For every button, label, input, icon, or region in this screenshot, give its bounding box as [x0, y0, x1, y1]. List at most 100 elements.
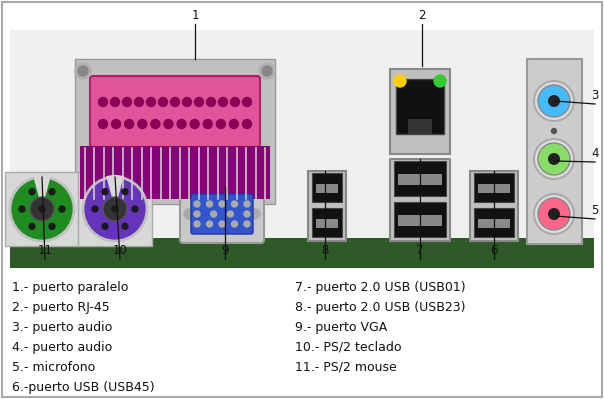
Circle shape: [219, 221, 225, 227]
Text: 4: 4: [591, 147, 599, 160]
FancyBboxPatch shape: [191, 194, 253, 234]
Circle shape: [538, 143, 570, 175]
Circle shape: [194, 221, 200, 227]
Circle shape: [29, 189, 35, 195]
Wedge shape: [33, 175, 51, 209]
Circle shape: [49, 189, 55, 195]
Bar: [10, 238, 594, 268]
Circle shape: [124, 119, 133, 128]
Text: 4.- puerto audio: 4.- puerto audio: [12, 341, 112, 354]
Bar: [398, 215, 442, 226]
Circle shape: [135, 97, 144, 107]
Text: 7.- puerto 2.0 USB (USB01): 7.- puerto 2.0 USB (USB01): [295, 281, 466, 294]
Circle shape: [207, 97, 216, 107]
Circle shape: [230, 119, 239, 128]
Bar: [478, 219, 510, 228]
Circle shape: [203, 119, 212, 128]
Circle shape: [394, 75, 406, 87]
Text: 9.- puerto VGA: 9.- puerto VGA: [295, 321, 387, 334]
Text: 1: 1: [191, 9, 199, 22]
Text: 2: 2: [418, 9, 426, 22]
Circle shape: [207, 221, 213, 227]
Circle shape: [262, 66, 272, 76]
Circle shape: [122, 189, 128, 195]
Text: 8.- puerto 2.0 USB (USB23): 8.- puerto 2.0 USB (USB23): [295, 301, 466, 314]
Bar: [394, 202, 446, 237]
Circle shape: [207, 201, 213, 207]
Circle shape: [123, 97, 132, 107]
Circle shape: [19, 206, 25, 212]
Circle shape: [98, 97, 108, 107]
Text: 10.- PS/2 teclado: 10.- PS/2 teclado: [295, 341, 402, 354]
Bar: [78, 172, 152, 246]
Bar: [527, 59, 582, 244]
Circle shape: [92, 206, 98, 212]
Circle shape: [548, 95, 560, 107]
Bar: [396, 79, 444, 134]
Circle shape: [164, 119, 173, 128]
Text: 9: 9: [221, 244, 229, 257]
Circle shape: [244, 201, 250, 207]
Circle shape: [194, 211, 200, 217]
Circle shape: [216, 119, 225, 128]
Circle shape: [75, 63, 91, 79]
Bar: [75, 59, 275, 204]
Circle shape: [534, 139, 574, 179]
Circle shape: [177, 119, 186, 128]
Circle shape: [259, 63, 275, 79]
Circle shape: [538, 198, 570, 230]
Circle shape: [231, 201, 237, 207]
Bar: [316, 219, 338, 228]
Circle shape: [170, 97, 179, 107]
Bar: [10, 30, 594, 268]
Circle shape: [151, 119, 160, 128]
Circle shape: [49, 223, 55, 229]
Circle shape: [219, 201, 225, 207]
Circle shape: [211, 211, 217, 217]
Bar: [390, 159, 450, 241]
Circle shape: [78, 66, 88, 76]
Circle shape: [132, 206, 138, 212]
Circle shape: [103, 197, 127, 221]
Circle shape: [242, 119, 251, 128]
Circle shape: [83, 177, 147, 241]
Circle shape: [29, 223, 35, 229]
Circle shape: [244, 211, 250, 217]
Wedge shape: [106, 175, 124, 209]
Text: 8: 8: [321, 244, 329, 257]
Bar: [478, 184, 510, 193]
Text: 5.- microfono: 5.- microfono: [12, 361, 95, 374]
Circle shape: [39, 206, 45, 212]
Circle shape: [30, 197, 54, 221]
FancyBboxPatch shape: [180, 185, 264, 243]
Polygon shape: [408, 119, 432, 134]
Text: 11.- PS/2 mouse: 11.- PS/2 mouse: [295, 361, 397, 374]
Circle shape: [227, 211, 233, 217]
Text: 3.- puerto audio: 3.- puerto audio: [12, 321, 112, 334]
Text: 7: 7: [416, 244, 424, 257]
Bar: [312, 173, 342, 202]
Circle shape: [219, 97, 228, 107]
Circle shape: [244, 221, 250, 227]
Bar: [394, 161, 446, 196]
Circle shape: [434, 75, 446, 87]
Circle shape: [147, 97, 155, 107]
Text: 3: 3: [591, 89, 599, 102]
Bar: [398, 174, 442, 185]
Circle shape: [250, 209, 260, 219]
Bar: [390, 69, 450, 154]
Circle shape: [122, 223, 128, 229]
Circle shape: [112, 206, 118, 212]
Circle shape: [112, 119, 121, 128]
Circle shape: [194, 97, 204, 107]
Circle shape: [190, 119, 199, 128]
Bar: [474, 208, 514, 237]
Text: 6: 6: [490, 244, 498, 257]
Circle shape: [231, 221, 237, 227]
Circle shape: [534, 194, 574, 234]
Circle shape: [534, 81, 574, 121]
Circle shape: [182, 97, 191, 107]
Circle shape: [102, 223, 108, 229]
Circle shape: [538, 85, 570, 117]
Circle shape: [98, 119, 108, 128]
